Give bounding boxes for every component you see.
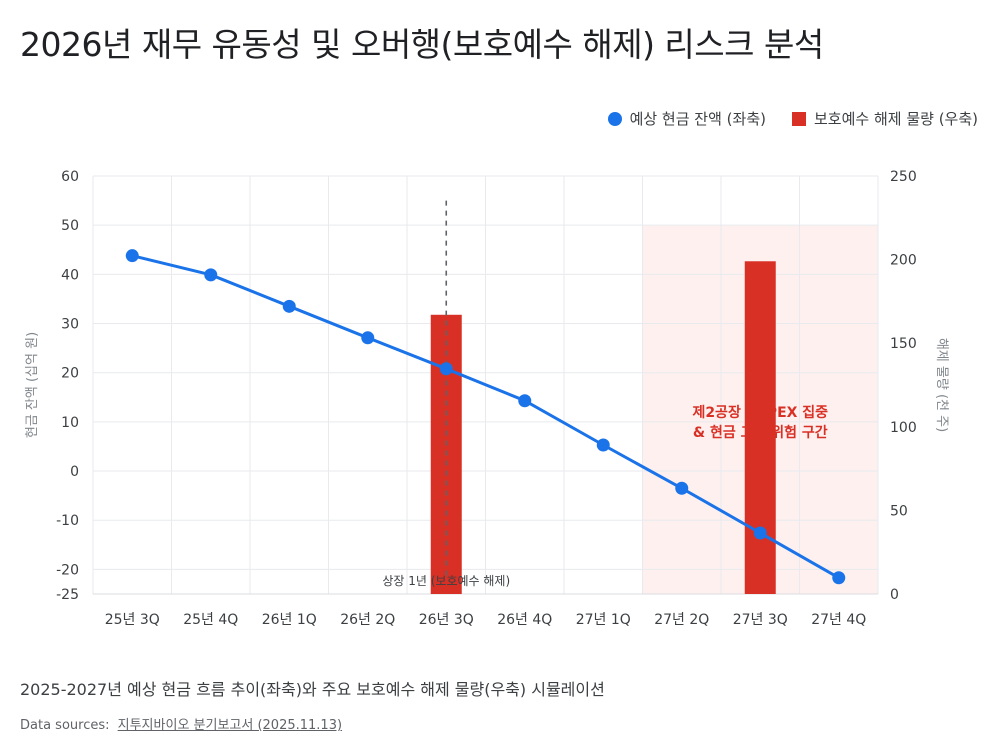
x-tick-label: 27년 2Q [654, 612, 709, 628]
y-left-tick-label: 0 [70, 464, 79, 480]
chart-caption: 2025-2027년 예상 현금 흐름 추이(좌축)와 주요 보호예수 해제 물… [20, 680, 605, 699]
cash-balance-point-5[interactable] [518, 394, 532, 408]
cash-balance-point-7[interactable] [675, 481, 689, 495]
legend-marker-cash [607, 111, 622, 126]
cash-balance-line [130, 254, 841, 580]
x-tick-label: 25년 4Q [183, 612, 238, 628]
x-tick-label: 25년 3Q [105, 612, 160, 628]
y-left-tick-label: -25 [56, 587, 79, 603]
y-left-tick-label: 30 [61, 317, 79, 333]
x-tick-label: 26년 3Q [419, 612, 474, 628]
legend-item-release[interactable]: 보호예수 해제 물량 (우축) [791, 108, 978, 129]
cash-balance-point-4[interactable] [439, 362, 453, 376]
risk-zone-label-line1: 제2공장 CAPEX 집중 [692, 404, 828, 421]
cash-balance-point-0[interactable] [125, 249, 139, 263]
data-sources: Data sources: 지투지바이오 분기보고서 (2025.11.13) [20, 714, 342, 733]
y-right-tick-label: 150 [890, 336, 917, 352]
y-left-tick-label: 50 [61, 218, 79, 234]
y-right-tick-label: 0 [890, 587, 899, 603]
cash-balance-point-2[interactable] [282, 299, 296, 313]
x-tick-label: 26년 4Q [497, 612, 552, 628]
cash-balance-point-9[interactable] [832, 571, 846, 585]
cash-balance-point-1[interactable] [204, 268, 218, 282]
cash-balance-point-8[interactable] [753, 526, 767, 540]
y-left-tick-label: 20 [61, 366, 79, 382]
y-axis-right-title: 해제 물량 (천 주) [934, 338, 949, 432]
x-tick-label: 27년 3Q [733, 612, 788, 628]
y-right-tick-label: 100 [890, 420, 917, 436]
y-left-tick-label: 60 [61, 169, 79, 185]
chart-legend: 예상 현금 잔액 (좌축) 보호예수 해제 물량 (우축) [582, 108, 978, 129]
x-tick-label: 27년 4Q [811, 612, 866, 628]
cash-balance-point-3[interactable] [361, 331, 375, 345]
legend-label-cash: 예상 현금 잔액 (좌축) [629, 110, 766, 128]
legend-marker-release [791, 111, 806, 126]
sources-label: Data sources: [20, 718, 110, 733]
y-left-tick-label: 40 [61, 267, 79, 283]
y-right-tick-label: 250 [890, 169, 917, 185]
sources-link[interactable]: 지투지바이오 분기보고서 (2025.11.13) [117, 718, 343, 733]
y-left-tick-label: 10 [61, 415, 79, 431]
legend-item-cash[interactable]: 예상 현금 잔액 (좌축) [607, 108, 766, 129]
legend-label-release: 보호예수 해제 물량 (우축) [813, 110, 978, 128]
y-axis-left-title: 현금 잔액 (십억 원) [25, 332, 40, 438]
y-left-tick-label: -20 [56, 562, 79, 578]
lockup-marker-label: 상장 1년 (보호예수 해제) [382, 574, 510, 588]
x-tick-label: 27년 1Q [576, 612, 631, 628]
chart-title: 2026년 재무 유동성 및 오버행(보호예수 해제) 리스크 분석 [20, 25, 824, 64]
chart-area: -25 -20 -10 0 10 20 30 40 50 60 0 50 100 150 200 250 25년… [25, 169, 949, 628]
y-right-tick-label: 200 [890, 253, 917, 269]
y-right-tick-label: 50 [890, 503, 908, 519]
x-tick-label: 26년 2Q [340, 612, 395, 628]
cash-balance-point-6[interactable] [596, 438, 610, 452]
y-left-tick-label: -10 [56, 513, 79, 529]
risk-zone-label-line2: & 현금 고갈 위험 구간 [693, 424, 828, 441]
x-tick-label: 26년 1Q [262, 612, 317, 628]
